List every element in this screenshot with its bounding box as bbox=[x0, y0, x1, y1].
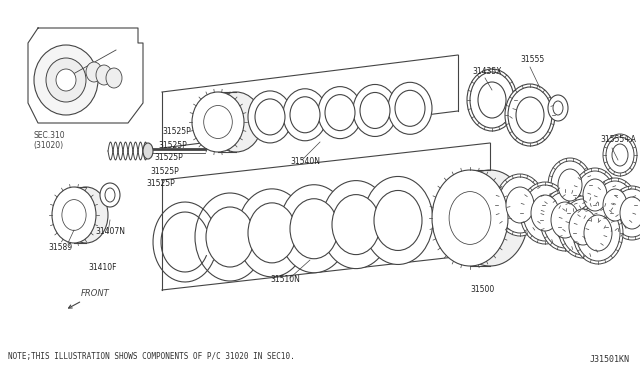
Text: 31589: 31589 bbox=[48, 244, 72, 253]
Ellipse shape bbox=[603, 189, 627, 221]
Text: 31435X: 31435X bbox=[472, 67, 502, 77]
Ellipse shape bbox=[470, 72, 514, 128]
Ellipse shape bbox=[195, 193, 265, 281]
Ellipse shape bbox=[576, 205, 620, 261]
Text: 31510N: 31510N bbox=[270, 276, 300, 285]
Ellipse shape bbox=[56, 69, 76, 91]
Ellipse shape bbox=[363, 176, 433, 264]
Ellipse shape bbox=[105, 188, 115, 202]
Ellipse shape bbox=[452, 170, 528, 266]
Ellipse shape bbox=[318, 87, 362, 139]
Ellipse shape bbox=[321, 180, 391, 269]
Ellipse shape bbox=[64, 187, 108, 243]
Ellipse shape bbox=[553, 101, 563, 115]
Ellipse shape bbox=[52, 187, 96, 243]
Ellipse shape bbox=[610, 186, 640, 240]
Ellipse shape bbox=[192, 92, 244, 152]
Ellipse shape bbox=[290, 199, 338, 259]
Text: 31525P: 31525P bbox=[162, 128, 191, 137]
Ellipse shape bbox=[613, 189, 640, 237]
Ellipse shape bbox=[558, 196, 608, 258]
Ellipse shape bbox=[96, 65, 112, 85]
Ellipse shape bbox=[520, 182, 570, 244]
Ellipse shape bbox=[206, 207, 254, 267]
Ellipse shape bbox=[551, 202, 579, 238]
Ellipse shape bbox=[395, 90, 425, 126]
Ellipse shape bbox=[283, 89, 327, 141]
Ellipse shape bbox=[86, 62, 102, 82]
Text: 31525P: 31525P bbox=[158, 141, 187, 150]
Ellipse shape bbox=[505, 84, 555, 146]
Ellipse shape bbox=[573, 202, 623, 264]
Ellipse shape bbox=[558, 169, 582, 201]
Text: 31525P: 31525P bbox=[154, 154, 183, 163]
Text: FRONT: FRONT bbox=[68, 289, 110, 308]
Ellipse shape bbox=[449, 192, 491, 244]
Ellipse shape bbox=[478, 82, 506, 118]
Ellipse shape bbox=[583, 179, 607, 211]
Ellipse shape bbox=[576, 171, 614, 219]
Text: 31500: 31500 bbox=[470, 285, 494, 295]
Ellipse shape bbox=[46, 58, 86, 102]
Ellipse shape bbox=[548, 95, 568, 121]
Ellipse shape bbox=[143, 143, 153, 159]
Ellipse shape bbox=[540, 189, 590, 251]
Ellipse shape bbox=[573, 168, 617, 222]
Ellipse shape bbox=[612, 144, 628, 166]
Ellipse shape bbox=[516, 97, 544, 133]
Ellipse shape bbox=[620, 197, 640, 229]
Ellipse shape bbox=[498, 177, 542, 233]
Text: 31525P: 31525P bbox=[146, 180, 175, 189]
Text: 31555: 31555 bbox=[520, 55, 544, 64]
Text: 31407N: 31407N bbox=[95, 228, 125, 237]
Ellipse shape bbox=[237, 189, 307, 277]
Ellipse shape bbox=[495, 174, 545, 236]
Ellipse shape bbox=[204, 106, 232, 138]
Ellipse shape bbox=[248, 91, 292, 143]
Ellipse shape bbox=[360, 93, 390, 128]
Ellipse shape bbox=[388, 82, 432, 134]
Ellipse shape bbox=[34, 45, 98, 115]
Ellipse shape bbox=[584, 215, 612, 251]
Text: NOTE;THIS ILLUSTRATION SHOWS COMPONENTS OF P/C 31020 IN SEC10.: NOTE;THIS ILLUSTRATION SHOWS COMPONENTS … bbox=[8, 352, 295, 360]
Ellipse shape bbox=[508, 87, 552, 143]
Ellipse shape bbox=[62, 200, 86, 230]
Ellipse shape bbox=[569, 209, 597, 245]
Ellipse shape bbox=[606, 137, 634, 173]
Text: 31540N: 31540N bbox=[290, 157, 320, 167]
Ellipse shape bbox=[531, 195, 559, 231]
Text: SEC.310
(31020): SEC.310 (31020) bbox=[33, 131, 65, 150]
Ellipse shape bbox=[325, 94, 355, 131]
Text: 31410F: 31410F bbox=[88, 263, 116, 273]
Ellipse shape bbox=[100, 183, 120, 207]
Ellipse shape bbox=[506, 187, 534, 223]
Ellipse shape bbox=[467, 69, 517, 131]
Ellipse shape bbox=[374, 190, 422, 250]
Ellipse shape bbox=[432, 170, 508, 266]
Text: J31501KN: J31501KN bbox=[590, 356, 630, 365]
Ellipse shape bbox=[255, 99, 285, 135]
Ellipse shape bbox=[290, 97, 320, 133]
Text: 31525P: 31525P bbox=[150, 167, 179, 176]
Ellipse shape bbox=[106, 68, 122, 88]
Ellipse shape bbox=[603, 134, 637, 176]
Text: 31555+A: 31555+A bbox=[600, 135, 636, 144]
Ellipse shape bbox=[210, 92, 262, 152]
Ellipse shape bbox=[561, 199, 605, 255]
Ellipse shape bbox=[353, 84, 397, 137]
Ellipse shape bbox=[596, 181, 634, 229]
Ellipse shape bbox=[523, 185, 567, 241]
Ellipse shape bbox=[593, 178, 637, 232]
Ellipse shape bbox=[332, 195, 380, 254]
Ellipse shape bbox=[248, 203, 296, 263]
Ellipse shape bbox=[548, 158, 592, 212]
Ellipse shape bbox=[551, 161, 589, 209]
Ellipse shape bbox=[543, 192, 587, 248]
Ellipse shape bbox=[279, 185, 349, 273]
